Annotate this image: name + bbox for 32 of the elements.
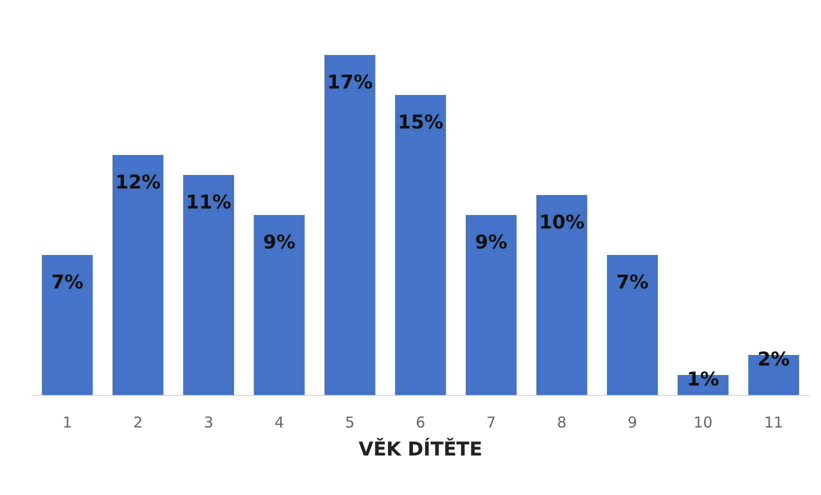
bar: [183, 175, 234, 395]
data-label: 9%: [475, 232, 508, 254]
x-tick-label: 5: [345, 414, 355, 432]
bar: [606, 255, 658, 395]
x-tick-label: 7: [486, 414, 496, 432]
x-tick-label: 10: [694, 414, 713, 432]
x-tick-label: 9: [628, 414, 638, 432]
bar: [254, 215, 305, 395]
data-label: 17%: [327, 72, 373, 94]
data-label: 7%: [616, 272, 649, 294]
x-tick-label: 4: [274, 414, 284, 432]
bar: [112, 155, 164, 395]
bar: [324, 55, 376, 395]
x-tick-label: 3: [204, 414, 214, 432]
x-tick-label: 2: [133, 414, 143, 432]
data-label: 7%: [51, 272, 84, 294]
bar: [466, 215, 517, 395]
x-tick-label: 6: [416, 414, 426, 432]
data-label: 12%: [115, 172, 161, 194]
data-label: 9%: [263, 232, 296, 254]
data-label: 11%: [186, 192, 232, 214]
bar: [395, 95, 446, 395]
bar: [536, 195, 588, 395]
data-label: 10%: [539, 212, 585, 234]
data-label: 15%: [398, 112, 444, 134]
x-tick-label: 11: [764, 414, 784, 432]
x-axis-title: VĚK DÍTĚTE: [358, 438, 482, 460]
bar: [42, 255, 93, 395]
data-label: 2%: [758, 348, 790, 370]
x-tick-label: 8: [557, 414, 567, 432]
data-label: 1%: [686, 368, 720, 390]
x-tick-label: 1: [62, 414, 72, 432]
